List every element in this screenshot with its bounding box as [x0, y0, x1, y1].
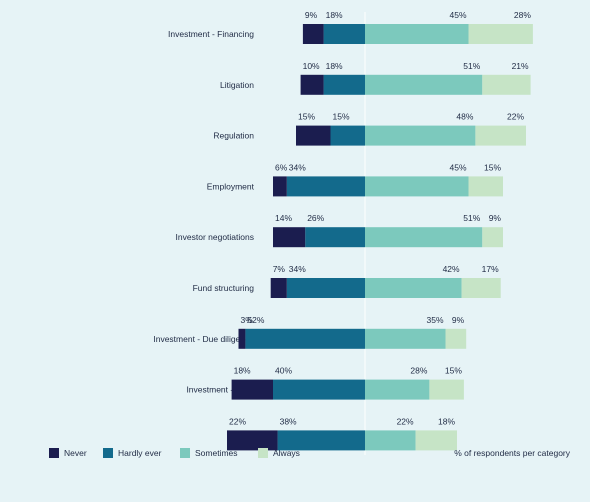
bar-hardly-ever-investment-due-diligence	[245, 328, 365, 349]
bar-always-investor-negotiations	[482, 227, 503, 248]
value-label-hardly-ever-fund-structuring: 34%	[289, 264, 306, 274]
value-label-sometimes-tax: 22%	[397, 416, 414, 426]
category-label-investor-negotiations: Investor negotiations	[176, 232, 254, 242]
legend-swatch-sometimes	[180, 448, 190, 458]
legend-item-always: Always	[258, 448, 300, 458]
legend-label-hardly-ever: Hardly ever	[118, 448, 162, 458]
bar-sometimes-employment	[365, 176, 469, 197]
bar-hardly-ever-investment-m-a	[273, 379, 365, 400]
bar-sometimes-investment-due-diligence	[365, 328, 446, 349]
value-label-always-investment-due-diligence: 9%	[452, 315, 465, 325]
bar-hardly-ever-tax	[277, 430, 365, 451]
value-label-always-investment-m-a: 15%	[445, 366, 462, 376]
category-label-regulation: Regulation	[213, 131, 254, 141]
value-label-hardly-ever-litigation: 18%	[326, 61, 343, 71]
value-label-hardly-ever-investment-due-diligence: 52%	[247, 315, 264, 325]
value-label-never-regulation: 15%	[298, 112, 315, 122]
bar-sometimes-investor-negotiations	[365, 227, 483, 248]
bar-always-regulation	[475, 125, 526, 146]
bar-never-fund-structuring	[270, 278, 287, 298]
value-label-sometimes-investor-negotiations: 51%	[463, 213, 480, 223]
value-label-sometimes-regulation: 48%	[456, 112, 473, 122]
value-label-never-litigation: 10%	[303, 61, 320, 71]
bar-always-investment-financing	[468, 24, 533, 44]
value-label-hardly-ever-investment-financing: 18%	[326, 10, 343, 20]
bar-sometimes-investment-financing	[365, 24, 469, 44]
category-label-employment: Employment	[207, 181, 255, 191]
legend-item-sometimes: Sometimes	[180, 448, 238, 458]
bar-always-investment-m-a	[429, 379, 464, 400]
value-label-hardly-ever-investment-m-a: 40%	[275, 366, 292, 376]
value-label-never-fund-structuring: 7%	[273, 264, 286, 274]
legend: Never Hardly ever Sometimes Always	[49, 448, 300, 458]
legend-item-never: Never	[49, 448, 87, 458]
value-label-never-investment-financing: 9%	[305, 10, 318, 20]
bar-sometimes-fund-structuring	[365, 278, 462, 298]
bar-never-tax	[227, 430, 278, 451]
value-label-always-employment: 15%	[484, 162, 501, 172]
bar-sometimes-regulation	[365, 125, 476, 146]
value-label-never-employment: 6%	[275, 162, 288, 172]
value-label-sometimes-litigation: 51%	[463, 61, 480, 71]
legend-swatch-always	[258, 448, 268, 458]
value-label-hardly-ever-tax: 38%	[280, 416, 297, 426]
bar-always-tax	[415, 430, 457, 451]
bar-hardly-ever-regulation	[330, 125, 365, 146]
value-label-never-investment-due-diligence: 3%	[241, 315, 254, 325]
value-label-never-investor-negotiations: 14%	[275, 213, 292, 223]
value-label-always-fund-structuring: 17%	[482, 264, 499, 274]
chart-footnote: % of respondents per category	[454, 448, 571, 458]
bar-never-investment-financing	[302, 24, 324, 44]
value-label-hardly-ever-employment: 34%	[289, 162, 306, 172]
bar-never-investment-m-a	[231, 379, 273, 400]
legend-label-always: Always	[273, 448, 300, 458]
bar-sometimes-tax	[365, 430, 416, 451]
legend-swatch-hardly-ever	[103, 448, 113, 458]
legend-label-never: Never	[64, 448, 87, 458]
legend-swatch-never	[49, 448, 59, 458]
bar-hardly-ever-employment	[286, 176, 365, 197]
bar-hardly-ever-litigation	[323, 74, 365, 95]
value-label-sometimes-investment-due-diligence: 35%	[426, 315, 443, 325]
value-label-hardly-ever-investor-negotiations: 26%	[307, 213, 324, 223]
legend-label-sometimes: Sometimes	[195, 448, 238, 458]
bar-sometimes-litigation	[365, 74, 483, 95]
bar-hardly-ever-investor-negotiations	[305, 227, 365, 248]
value-label-always-tax: 18%	[438, 416, 455, 426]
value-label-never-investment-m-a: 18%	[234, 366, 251, 376]
bar-never-investor-negotiations	[273, 227, 306, 248]
bar-always-investment-due-diligence	[445, 328, 467, 349]
bar-never-investment-due-diligence	[238, 328, 246, 349]
value-label-always-investor-negotiations: 9%	[489, 213, 502, 223]
category-label-investment-financing: Investment - Financing	[168, 29, 254, 39]
plot-area: Investment - Financing 9% 18% 45% 28% Litigat…	[153, 10, 533, 455]
category-label-investment-m-a: Investment - M&A	[186, 385, 254, 395]
value-label-sometimes-employment: 45%	[449, 162, 466, 172]
bar-never-litigation	[300, 74, 324, 95]
bar-never-regulation	[296, 125, 331, 146]
value-label-always-regulation: 22%	[507, 112, 524, 122]
value-label-always-litigation: 21%	[512, 61, 529, 71]
bar-sometimes-investment-m-a	[365, 379, 430, 400]
value-label-never-tax: 22%	[229, 416, 246, 426]
bar-always-employment	[468, 176, 503, 197]
category-label-litigation: Litigation	[220, 80, 254, 90]
category-label-investment-due-diligence: Investment - Due diligence	[153, 334, 254, 344]
bar-never-employment	[273, 176, 287, 197]
bar-hardly-ever-fund-structuring	[286, 278, 365, 298]
bar-always-fund-structuring	[461, 278, 501, 298]
bar-hardly-ever-investment-financing	[323, 24, 365, 44]
legend-item-hardly-ever: Hardly ever	[103, 448, 162, 458]
value-label-sometimes-investment-financing: 45%	[449, 10, 466, 20]
value-label-sometimes-fund-structuring: 42%	[443, 264, 460, 274]
value-label-sometimes-investment-m-a: 28%	[410, 366, 427, 376]
value-label-hardly-ever-regulation: 15%	[333, 112, 350, 122]
bar-always-litigation	[482, 74, 531, 95]
category-label-fund-structuring: Fund structuring	[193, 283, 255, 293]
value-label-always-investment-financing: 28%	[514, 10, 531, 20]
